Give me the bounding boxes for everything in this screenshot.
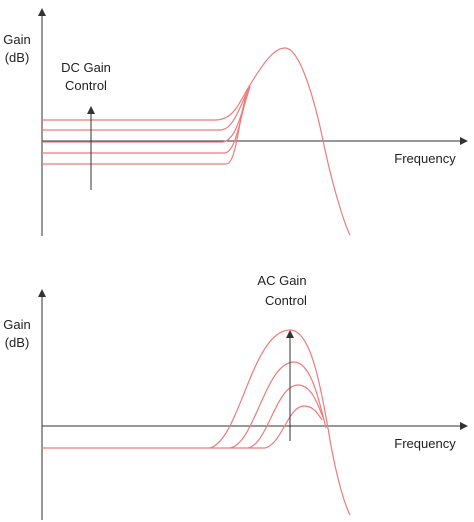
curve <box>42 91 249 154</box>
control-label: DC Gain <box>61 60 111 75</box>
bottom-plot: Gain (dB) AC Gain Control Frequency <box>3 273 468 520</box>
curve <box>42 329 351 516</box>
y-label: Gain <box>3 317 30 332</box>
x-label: Frequency <box>394 151 456 166</box>
curve <box>210 361 327 449</box>
top-plot: Gain (dB) DC Gain Control Frequency <box>3 8 468 236</box>
control-label: AC Gain <box>257 273 306 288</box>
control-label: Control <box>265 293 307 308</box>
curve <box>42 86 251 143</box>
curve <box>42 47 351 236</box>
y-label: (dB) <box>5 50 30 65</box>
y-label: (dB) <box>5 335 30 350</box>
curve <box>248 405 323 449</box>
curve <box>42 85 251 131</box>
curve <box>230 384 325 449</box>
y-label: Gain <box>3 32 30 47</box>
curve <box>42 94 247 165</box>
x-label: Frequency <box>394 436 456 451</box>
control-label: Control <box>65 78 107 93</box>
